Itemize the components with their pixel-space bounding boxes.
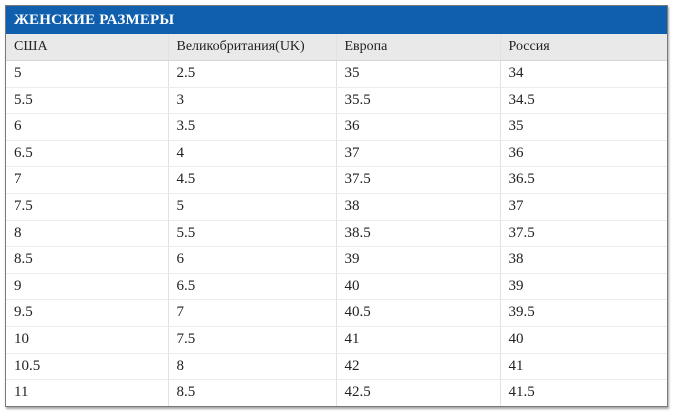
cell-europe: 37 — [336, 140, 501, 168]
table-row: 5 2.5 35 34 — [6, 60, 667, 88]
column-header-usa: США — [6, 34, 169, 61]
column-header-uk: Великобритания(UK) — [168, 34, 337, 61]
cell-uk: 5.5 — [168, 220, 337, 248]
cell-usa: 9.5 — [6, 299, 169, 327]
cell-uk: 8.5 — [168, 379, 337, 406]
table-row: 6 3.5 36 35 — [6, 113, 667, 141]
column-header-europe: Европа — [336, 34, 501, 61]
cell-europe: 42.5 — [336, 379, 501, 406]
size-table: США Великобритания(UK) Европа Россия 5 2.… — [6, 34, 667, 406]
cell-russia: 38 — [500, 246, 667, 274]
table-row: 7 4.5 37.5 36.5 — [6, 166, 667, 194]
cell-russia: 37.5 — [500, 220, 667, 248]
cell-uk: 6.5 — [168, 273, 337, 301]
table-row: 9 6.5 40 39 — [6, 273, 667, 301]
cell-europe: 41 — [336, 326, 501, 354]
cell-russia: 34.5 — [500, 87, 667, 115]
cell-russia: 34 — [500, 60, 667, 88]
cell-russia: 41 — [500, 353, 667, 381]
cell-usa: 5 — [6, 60, 169, 88]
cell-russia: 36 — [500, 140, 667, 168]
table-row: 6.5 4 37 36 — [6, 140, 667, 168]
cell-russia: 40 — [500, 326, 667, 354]
size-chart-panel: ЖЕНСКИЕ РАЗМЕРЫ США Великобритания(UK) Е… — [5, 5, 668, 407]
cell-uk: 3.5 — [168, 113, 337, 141]
table-row: 8.5 6 39 38 — [6, 246, 667, 274]
cell-uk: 7.5 — [168, 326, 337, 354]
cell-uk: 4 — [168, 140, 337, 168]
cell-uk: 4.5 — [168, 166, 337, 194]
cell-russia: 41.5 — [500, 379, 667, 406]
cell-russia: 39.5 — [500, 299, 667, 327]
cell-uk: 8 — [168, 353, 337, 381]
cell-europe: 38 — [336, 193, 501, 221]
cell-uk: 2.5 — [168, 60, 337, 88]
cell-usa: 5.5 — [6, 87, 169, 115]
table-title: ЖЕНСКИЕ РАЗМЕРЫ — [6, 6, 667, 34]
cell-usa: 7 — [6, 166, 169, 194]
cell-europe: 38.5 — [336, 220, 501, 248]
table-header: США Великобритания(UK) Европа Россия — [6, 34, 667, 61]
cell-europe: 36 — [336, 113, 501, 141]
cell-europe: 35 — [336, 60, 501, 88]
cell-uk: 6 — [168, 246, 337, 274]
table-body: 5 2.5 35 34 5.5 3 35.5 34.5 6 3.5 36 35 6.5 4 37 36 7 4.5… — [6, 60, 667, 406]
table-row: 5.5 3 35.5 34.5 — [6, 87, 667, 115]
table-row: 9.5 7 40.5 39.5 — [6, 299, 667, 327]
cell-europe: 39 — [336, 246, 501, 274]
cell-russia: 35 — [500, 113, 667, 141]
cell-usa: 6.5 — [6, 140, 169, 168]
cell-uk: 7 — [168, 299, 337, 327]
table-row: 10 7.5 41 40 — [6, 326, 667, 354]
cell-usa: 9 — [6, 273, 169, 301]
cell-usa: 8 — [6, 220, 169, 248]
cell-europe: 37.5 — [336, 166, 501, 194]
cell-russia: 36.5 — [500, 166, 667, 194]
table-row: 11 8.5 42.5 41.5 — [6, 379, 667, 406]
cell-usa: 10 — [6, 326, 169, 354]
cell-russia: 37 — [500, 193, 667, 221]
header-row: США Великобритания(UK) Европа Россия — [6, 34, 667, 61]
cell-usa: 11 — [6, 379, 169, 406]
table-row: 7.5 5 38 37 — [6, 193, 667, 221]
cell-usa: 7.5 — [6, 193, 169, 221]
cell-uk: 3 — [168, 87, 337, 115]
cell-europe: 40.5 — [336, 299, 501, 327]
table-row: 10.5 8 42 41 — [6, 353, 667, 381]
cell-europe: 42 — [336, 353, 501, 381]
table-row: 8 5.5 38.5 37.5 — [6, 220, 667, 248]
column-header-russia: Россия — [500, 34, 667, 61]
cell-usa: 6 — [6, 113, 169, 141]
cell-uk: 5 — [168, 193, 337, 221]
cell-usa: 8.5 — [6, 246, 169, 274]
cell-europe: 40 — [336, 273, 501, 301]
cell-russia: 39 — [500, 273, 667, 301]
cell-europe: 35.5 — [336, 87, 501, 115]
cell-usa: 10.5 — [6, 353, 169, 381]
